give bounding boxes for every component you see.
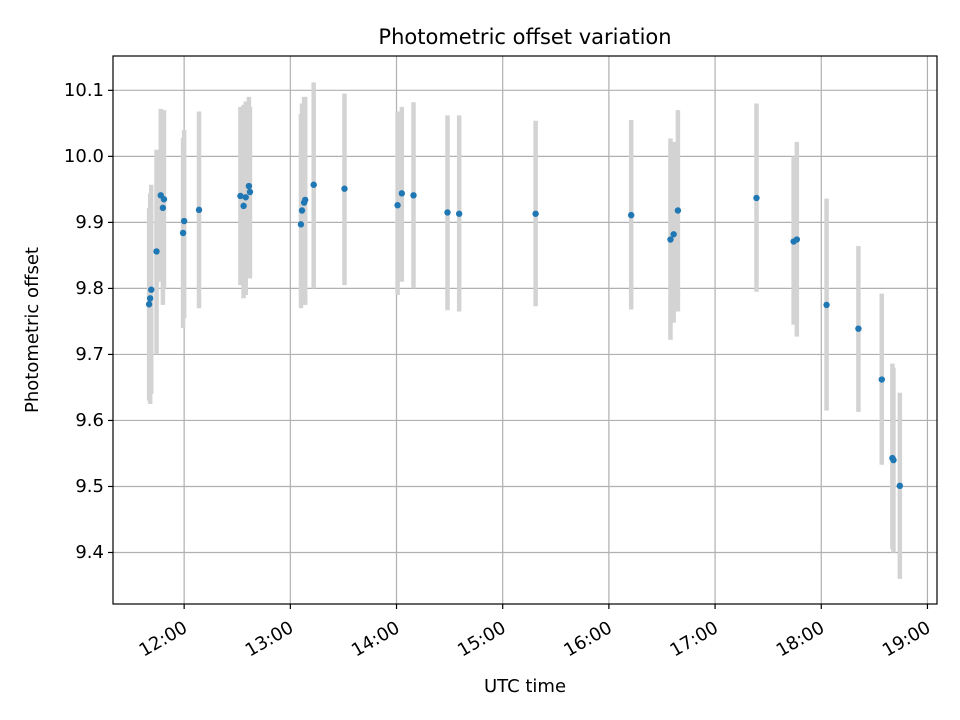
y-tick-label: 10.1 — [64, 80, 104, 101]
data-point — [896, 482, 904, 490]
data-point — [298, 207, 306, 214]
data-point — [148, 286, 155, 293]
data-point — [159, 204, 167, 212]
data-point — [532, 210, 539, 217]
data-point — [793, 236, 801, 243]
data-point — [160, 196, 168, 203]
y-tick-label: 10.0 — [64, 146, 104, 167]
data-point — [823, 301, 830, 309]
data-point — [878, 376, 885, 383]
data-point — [145, 301, 153, 308]
data-point — [394, 202, 401, 209]
data-point — [667, 236, 674, 243]
data-point — [444, 209, 451, 216]
data-point — [153, 248, 160, 255]
y-tick-label: 9.7 — [75, 344, 104, 365]
y-tick-label: 9.4 — [75, 542, 104, 563]
data-point — [855, 325, 862, 332]
data-point — [670, 231, 677, 238]
data-point — [301, 196, 309, 204]
y-tick-label: 9.6 — [75, 410, 104, 431]
data-point — [890, 456, 897, 464]
data-point — [455, 210, 463, 217]
data-point — [195, 206, 203, 214]
data-point — [627, 211, 635, 219]
data-point — [240, 202, 247, 210]
data-point — [753, 194, 760, 202]
data-point — [310, 181, 317, 188]
y-tick-label: 9.8 — [75, 278, 104, 299]
data-point — [410, 192, 417, 199]
data-point — [398, 190, 406, 197]
x-axis-title: UTC time — [484, 676, 566, 697]
plot-frame — [112, 55, 938, 605]
grid — [113, 56, 937, 604]
data-point — [245, 182, 253, 190]
data-point — [341, 185, 348, 192]
chart-title: Photometric offset variation — [378, 25, 671, 49]
data-point — [297, 221, 305, 228]
data-points — [145, 181, 904, 490]
data-point — [237, 192, 244, 200]
data-point — [180, 217, 188, 225]
data-point — [146, 295, 154, 302]
data-point — [242, 194, 249, 201]
data-point — [246, 188, 254, 196]
y-tick-label: 9.9 — [75, 212, 104, 233]
data-point — [674, 207, 682, 214]
y-axis-title: Photometric offset — [22, 247, 43, 413]
y-tick-label: 9.5 — [75, 476, 104, 497]
data-point — [179, 229, 187, 237]
